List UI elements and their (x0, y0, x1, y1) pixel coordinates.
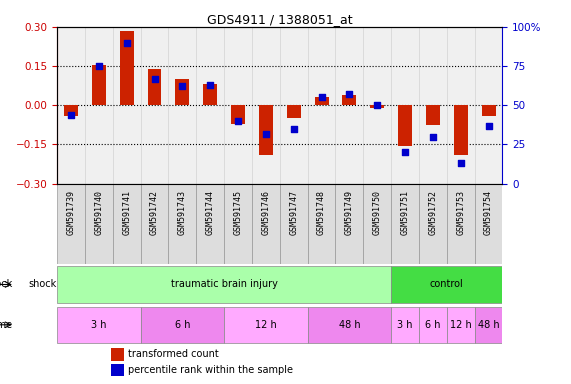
Text: shock: shock (0, 280, 13, 290)
FancyBboxPatch shape (308, 307, 391, 343)
Point (122, 40, 131, 46)
Point (94, 63, 103, 69)
FancyBboxPatch shape (335, 184, 363, 264)
FancyBboxPatch shape (447, 307, 475, 343)
Text: GSM591748: GSM591748 (317, 190, 326, 235)
FancyBboxPatch shape (419, 307, 447, 343)
Point (345, 91, 354, 98)
Text: GSM591744: GSM591744 (206, 190, 215, 235)
FancyBboxPatch shape (391, 184, 419, 264)
Text: GSM591740: GSM591740 (94, 190, 103, 235)
FancyBboxPatch shape (419, 184, 447, 264)
FancyBboxPatch shape (391, 307, 419, 343)
Text: GSM591746: GSM591746 (262, 190, 271, 235)
FancyBboxPatch shape (447, 184, 475, 264)
FancyBboxPatch shape (57, 266, 391, 303)
Text: GSM591752: GSM591752 (428, 190, 437, 235)
FancyBboxPatch shape (224, 307, 308, 343)
Text: shock: shock (29, 280, 57, 290)
Text: 3 h: 3 h (91, 320, 107, 330)
Point (178, 83, 187, 89)
Point (373, 102, 382, 108)
Point (262, 131, 271, 137)
FancyBboxPatch shape (475, 307, 502, 343)
Point (456, 160, 465, 166)
Text: control: control (430, 280, 464, 290)
Point (66, 112, 75, 118)
FancyBboxPatch shape (280, 184, 308, 264)
FancyBboxPatch shape (140, 307, 224, 343)
Text: GSM591754: GSM591754 (484, 190, 493, 235)
FancyBboxPatch shape (363, 184, 391, 264)
Text: GSM591739: GSM591739 (66, 190, 75, 235)
Bar (481, 105, 496, 116)
Bar (120, 31, 134, 105)
Text: 12 h: 12 h (255, 320, 277, 330)
Text: GSM591741: GSM591741 (122, 190, 131, 235)
Bar (111, 348, 124, 361)
Text: GSM591751: GSM591751 (400, 190, 409, 235)
Text: 6 h: 6 h (175, 320, 190, 330)
Bar (315, 98, 328, 105)
Bar (175, 79, 190, 105)
FancyBboxPatch shape (196, 184, 224, 264)
Text: 48 h: 48 h (339, 320, 360, 330)
Text: GSM591750: GSM591750 (373, 190, 382, 235)
Text: percentile rank within the sample: percentile rank within the sample (128, 365, 293, 375)
Text: GSM591749: GSM591749 (345, 190, 354, 235)
Bar (92, 65, 106, 105)
Point (484, 122, 493, 129)
Point (234, 118, 243, 124)
FancyBboxPatch shape (224, 184, 252, 264)
FancyBboxPatch shape (57, 307, 140, 343)
FancyBboxPatch shape (475, 184, 502, 264)
Point (428, 134, 437, 140)
Text: time: time (0, 320, 13, 330)
Point (289, 126, 298, 132)
Text: 12 h: 12 h (450, 320, 472, 330)
Point (400, 149, 409, 156)
Bar (398, 105, 412, 146)
FancyBboxPatch shape (140, 184, 168, 264)
Bar (259, 105, 273, 155)
FancyBboxPatch shape (391, 266, 502, 303)
Text: GSM591753: GSM591753 (456, 190, 465, 235)
Point (150, 76, 159, 82)
FancyBboxPatch shape (57, 184, 85, 264)
FancyBboxPatch shape (308, 184, 335, 264)
FancyBboxPatch shape (112, 184, 140, 264)
Text: GSM591743: GSM591743 (178, 190, 187, 235)
Bar (370, 105, 384, 108)
Bar (287, 105, 301, 118)
Bar (64, 105, 78, 116)
Text: GSM591742: GSM591742 (150, 190, 159, 235)
Text: 48 h: 48 h (478, 320, 500, 330)
Point (206, 82, 215, 88)
Bar (426, 105, 440, 125)
Text: transformed count: transformed count (128, 349, 219, 359)
Bar (454, 105, 468, 155)
Text: GSM591747: GSM591747 (289, 190, 298, 235)
Text: traumatic brain injury: traumatic brain injury (171, 280, 278, 290)
Text: GSM591745: GSM591745 (234, 190, 243, 235)
FancyBboxPatch shape (252, 184, 280, 264)
Title: GDS4911 / 1388051_at: GDS4911 / 1388051_at (207, 13, 353, 26)
Bar (111, 364, 124, 376)
FancyBboxPatch shape (168, 184, 196, 264)
FancyBboxPatch shape (85, 184, 112, 264)
Text: 3 h: 3 h (397, 320, 413, 330)
Bar (343, 95, 356, 105)
Bar (231, 105, 245, 124)
Text: 6 h: 6 h (425, 320, 441, 330)
Bar (203, 84, 217, 105)
Bar (147, 69, 162, 105)
Point (317, 94, 326, 101)
